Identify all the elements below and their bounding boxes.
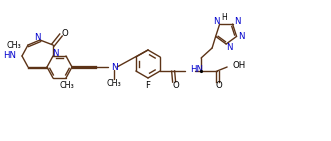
Text: O: O xyxy=(216,81,222,91)
Text: N: N xyxy=(238,32,245,41)
Text: N: N xyxy=(226,44,232,52)
Text: HN: HN xyxy=(190,66,203,74)
Text: CH₃: CH₃ xyxy=(107,80,121,89)
Text: N: N xyxy=(234,17,241,26)
Text: O: O xyxy=(173,81,179,91)
Text: OH: OH xyxy=(232,61,245,70)
Text: HN: HN xyxy=(3,51,16,60)
Text: N: N xyxy=(111,62,118,71)
Text: CH₃: CH₃ xyxy=(60,81,74,90)
Text: F: F xyxy=(146,81,151,90)
Text: H: H xyxy=(221,13,226,22)
Text: CH₃: CH₃ xyxy=(6,40,21,49)
Text: N: N xyxy=(52,49,58,58)
Text: N: N xyxy=(213,17,220,26)
Text: N: N xyxy=(34,34,40,42)
Text: O: O xyxy=(62,29,69,38)
